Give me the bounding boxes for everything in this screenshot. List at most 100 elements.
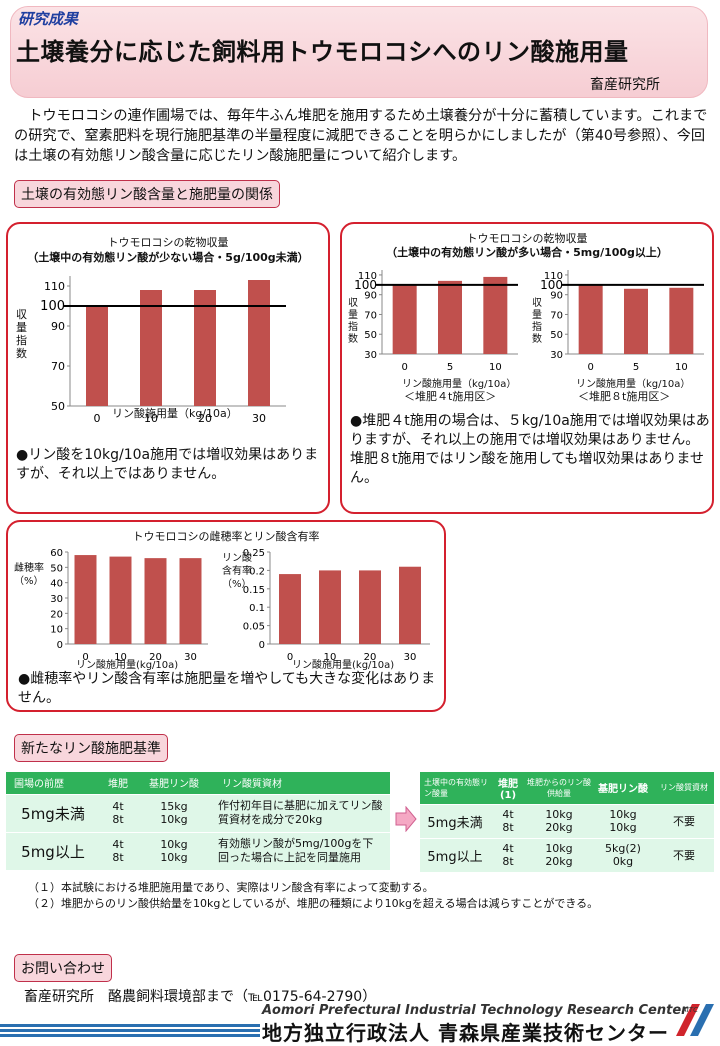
y-tick-label: 70 bbox=[364, 310, 377, 321]
y-tick-label: 30 bbox=[50, 594, 63, 605]
new-row1-range: 5mg未満 bbox=[420, 804, 490, 839]
table-row: 5mg未満 4t 8t 10kg 20kg 10kg 10kg 不要 bbox=[420, 804, 714, 839]
bar bbox=[399, 566, 421, 644]
bar bbox=[359, 570, 381, 644]
new-standard-table: 土壌中の有効態リン酸量 堆肥(1) 堆肥からのリン酸供給量 基肥リン酸 リン酸質… bbox=[420, 772, 714, 873]
panel3-ylabel-right: リン酸含有率（%） bbox=[222, 553, 252, 590]
contact-info: 畜産研究所 酪農飼料環境部まで（℡0175-64-2790） bbox=[24, 989, 377, 1005]
footnote-1: （１）本試験における堆肥施用量であり、実際はリン酸含有率によって変動する。 bbox=[28, 881, 434, 894]
caption-compost4t: ＜堆肥４t施用区＞ bbox=[404, 390, 497, 403]
new-row2-compost-b: 8t bbox=[502, 855, 514, 868]
new-row1-supply-a: 10kg bbox=[545, 808, 573, 821]
panel2-subtitle: （土壌中の有効態リン酸が多い場合・5mg/100g以上） bbox=[386, 246, 668, 259]
panel3-title: トウモロコシの雌穂率とリン酸含有率 bbox=[132, 530, 320, 543]
bar bbox=[248, 280, 270, 406]
old-row2-compost-a: 4t bbox=[112, 838, 124, 851]
panel1-subtitle: （土壌中の有効態リン酸が少ない場合・5g/100g未満） bbox=[27, 251, 309, 264]
footer-org-japanese: 地方独立行政法人 青森県産業技術センター bbox=[262, 1021, 669, 1045]
new-header-compost: 堆肥(1) bbox=[490, 772, 526, 805]
bar bbox=[669, 287, 694, 354]
panel2-title: トウモロコシの乾物収量 bbox=[466, 232, 588, 245]
y-tick-label: 0.1 bbox=[249, 603, 265, 614]
new-row2-compost-a: 4t bbox=[502, 842, 514, 855]
x-tick-label: 30 bbox=[252, 412, 266, 424]
y-tick-label: 90 bbox=[364, 291, 377, 302]
old-row2-base-a: 10kg bbox=[160, 838, 188, 851]
footnote-2: （２）堆肥からのリン酸供給量を10kgとしているが、堆肥の種類により10kgを超… bbox=[28, 897, 599, 910]
research-tag: 研究成果 bbox=[18, 10, 79, 28]
panel2-xlabel-right: リン酸施用量（kg/10a） bbox=[576, 379, 691, 390]
panel-low-phosphate: トウモロコシの乾物収量 （土壌中の有効態リン酸が少ない場合・5g/100g未満）… bbox=[6, 222, 330, 514]
footer-stripes bbox=[0, 1024, 260, 1037]
x-tick-label: 0 bbox=[82, 652, 88, 663]
section-label-standard: 新たなリン酸施肥基準 bbox=[14, 734, 168, 762]
y-tick-label: 110 bbox=[544, 271, 563, 282]
new-header-material: リン酸質資材 bbox=[654, 772, 714, 805]
x-tick-label: 10 bbox=[489, 362, 502, 370]
intro-paragraph: トウモロコシの連作圃場では、毎年牛ふん堆肥を施用するため土壌養分が十分に蓄積して… bbox=[14, 108, 708, 164]
old-row2-base-b: 10kg bbox=[160, 851, 188, 864]
panel3-xlabel-left: リン酸施用量(kg/10a) bbox=[76, 660, 179, 671]
panel2-ylabel-left: 収量指数 bbox=[348, 298, 358, 345]
panel-high-phosphate: トウモロコシの乾物収量 （土壌中の有効態リン酸が多い場合・5mg/100g以上）… bbox=[340, 222, 714, 514]
aitc-logo-icon: AITC bbox=[676, 1004, 714, 1036]
old-header-material: リン酸質資材 bbox=[212, 772, 390, 795]
old-row2-material: 有効態リン酸が5mg/100gを下回った場合に上記を同量施用 bbox=[212, 832, 390, 871]
old-row2-range: 5mg以上 bbox=[6, 832, 100, 871]
old-standard-table: 圃場の前歴 堆肥 基肥リン酸 リン酸質資材 5mg未満 4t 8t 15kg 10k… bbox=[6, 772, 390, 871]
y-tick-label: 50 bbox=[550, 330, 563, 341]
x-tick-label: 0 bbox=[287, 652, 293, 663]
table-row: 5mg以上 4t 8t 10kg 20kg 5kg(2) 0kg 不要 bbox=[420, 838, 714, 873]
chart-phosphate-content: 0 0.05 0.1 0.15 0.2 0.25 0 10 20 30 bbox=[243, 548, 430, 663]
panel-ear-ratio: トウモロコシの雌穂率とリン酸含有率 0 10 20 30 40 50 60 0 10 20 30 0… bbox=[6, 520, 446, 712]
x-tick-label: 20 bbox=[198, 412, 212, 424]
bar bbox=[109, 556, 132, 644]
new-header-supply: 堆肥からのリン酸供給量 bbox=[526, 772, 592, 805]
x-tick-label: 10 bbox=[114, 652, 127, 663]
bar bbox=[624, 288, 648, 354]
new-row1-base-b: 10kg bbox=[609, 821, 637, 834]
y-tick-label: 100 bbox=[540, 278, 563, 292]
panel1-note: ●リン酸を10kg/10a施用では増収効果はありますが、それ以上ではありません。 bbox=[16, 447, 319, 482]
y-tick-label: 0.2 bbox=[249, 566, 265, 577]
x-tick-label: 5 bbox=[633, 362, 639, 370]
bar bbox=[74, 555, 97, 644]
old-row1-material: 作付初年目に基肥に加えてリン酸質資材を成分で20kg bbox=[212, 794, 390, 833]
table-row: 5mg未満 4t 8t 15kg 10kg 作付初年目に基肥に加えてリン酸質資材を成… bbox=[6, 794, 390, 833]
new-row2-material: 不要 bbox=[654, 838, 714, 873]
y-tick-label: 30 bbox=[550, 350, 563, 361]
x-tick-label: 30 bbox=[184, 652, 197, 663]
x-tick-label: 10 bbox=[144, 412, 158, 424]
new-header-base: 基肥リン酸 bbox=[592, 772, 654, 805]
old-header-compost: 堆肥 bbox=[100, 772, 136, 795]
old-row1-base-b: 10kg bbox=[160, 813, 188, 826]
y-tick-label: 0.15 bbox=[243, 585, 265, 596]
bar bbox=[392, 284, 417, 354]
y-tick-label: 90 bbox=[51, 320, 65, 333]
new-row2-supply-b: 20kg bbox=[545, 855, 573, 868]
bar bbox=[483, 276, 508, 354]
x-tick-label: 0 bbox=[401, 362, 407, 370]
panel3-xlabel-right: リン酸施用量(kg/10a) bbox=[292, 660, 395, 671]
x-tick-label: 20 bbox=[149, 652, 162, 663]
x-tick-label: 10 bbox=[324, 652, 337, 663]
section-label-contact: お問い合わせ bbox=[14, 954, 112, 982]
section-label-relation: 土壌の有効態リン酸含量と施肥量の関係 bbox=[14, 180, 280, 208]
y-tick-label: 100 bbox=[354, 278, 377, 292]
panel1-title: トウモロコシの乾物収量 bbox=[107, 236, 229, 249]
x-tick-label: 10 bbox=[675, 362, 688, 370]
y-tick-label: 20 bbox=[50, 609, 63, 620]
new-row1-compost-a: 4t bbox=[502, 808, 514, 821]
footer-org-english: Aomori Prefectural Industrial Technology… bbox=[262, 1003, 688, 1018]
bar bbox=[578, 284, 603, 354]
new-header-soil: 土壌中の有効態リン酸量 bbox=[420, 772, 490, 805]
new-row2-supply-a: 10kg bbox=[545, 842, 573, 855]
panel2-ylabel-right: 収量指数 bbox=[532, 298, 542, 345]
bar bbox=[438, 280, 462, 354]
old-header-history: 圃場の前歴 bbox=[6, 772, 100, 795]
new-row1-supply-b: 20kg bbox=[545, 821, 573, 834]
bar bbox=[194, 290, 216, 406]
y-tick-label: 40 bbox=[50, 579, 63, 590]
old-row2-compost-b: 8t bbox=[112, 851, 124, 864]
y-tick-label: 100 bbox=[40, 299, 65, 314]
